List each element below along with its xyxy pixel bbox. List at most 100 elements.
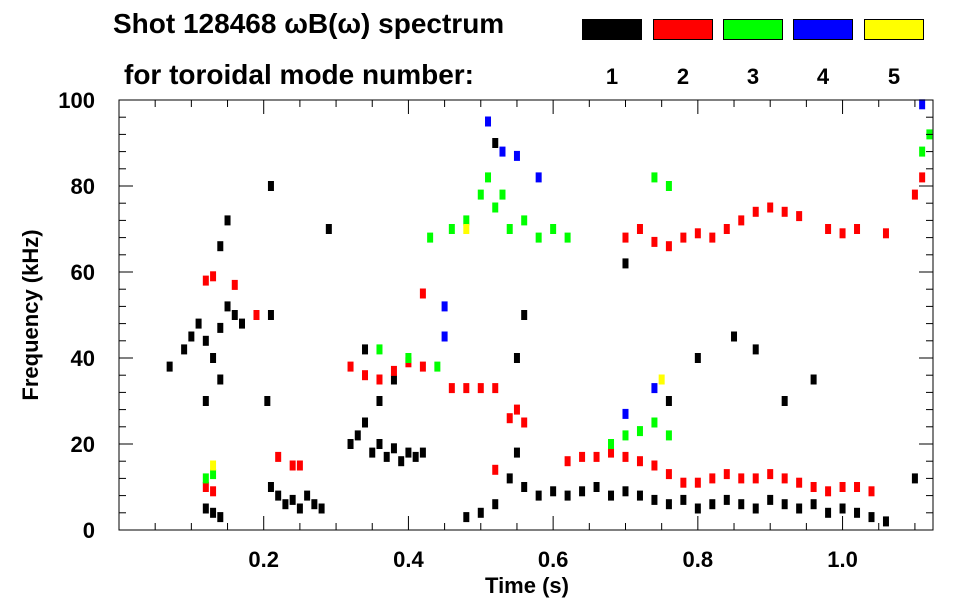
point-mode-2-48 (651, 236, 658, 247)
point-mode-5-2 (658, 374, 665, 385)
point-mode-2-38 (767, 469, 774, 480)
point-mode-4-5 (441, 301, 448, 312)
point-mode-1-58 (665, 499, 672, 510)
point-mode-2-60 (839, 228, 846, 239)
point-mode-1-64 (752, 503, 759, 514)
point-mode-2-4 (202, 482, 209, 492)
point-mode-2-18 (477, 383, 484, 394)
point-mode-1-30 (354, 430, 361, 441)
point-mode-1-25 (318, 503, 325, 514)
legend-label-mode-5: 5 (887, 64, 901, 89)
point-mode-1-31 (362, 417, 369, 428)
point-mode-3-9 (506, 224, 513, 234)
point-mode-2-8 (296, 460, 303, 471)
point-mode-3-0 (202, 473, 209, 484)
point-mode-3-14 (376, 344, 383, 355)
point-mode-1-71 (854, 507, 861, 518)
point-mode-2-23 (521, 417, 528, 428)
point-mode-1-46 (506, 473, 513, 484)
point-mode-2-21 (506, 413, 513, 424)
point-mode-5-1 (463, 224, 470, 234)
point-mode-4-2 (513, 150, 520, 161)
point-mode-3-11 (535, 232, 542, 243)
point-mode-2-19 (492, 383, 499, 394)
point-mode-4-0 (485, 116, 492, 127)
point-mode-1-61 (709, 499, 716, 510)
point-mode-3-6 (485, 172, 492, 183)
point-mode-2-53 (723, 224, 730, 234)
plot-frame (118, 99, 934, 531)
point-mode-4-8 (919, 99, 926, 110)
point-mode-2-17 (463, 383, 470, 394)
point-mode-1-81 (752, 344, 759, 355)
point-mode-1-72 (868, 512, 875, 523)
point-mode-1-16 (217, 512, 224, 523)
point-mode-2-58 (796, 211, 803, 222)
legend-swatch-mode-4 (793, 19, 853, 40)
legend-label-mode-1: 1 (605, 64, 619, 89)
series-mode-1 (166, 138, 918, 527)
point-mode-4-3 (535, 172, 542, 183)
legend-label-mode-3: 3 (746, 64, 760, 89)
point-mode-4-1 (499, 146, 506, 157)
point-mode-1-59 (680, 494, 687, 505)
series-mode-2 (202, 172, 926, 497)
point-mode-1-48 (521, 482, 528, 492)
point-mode-2-31 (665, 469, 672, 480)
point-mode-2-35 (723, 469, 730, 480)
point-mode-1-62 (723, 494, 730, 505)
point-mode-2-37 (752, 473, 759, 484)
point-mode-2-20 (492, 464, 499, 475)
point-mode-2-0 (202, 275, 209, 286)
point-mode-1-45 (492, 499, 499, 510)
point-mode-3-22 (651, 172, 658, 183)
point-mode-1-23 (304, 490, 311, 501)
point-mode-2-29 (636, 456, 643, 467)
point-mode-1-43 (463, 512, 470, 523)
point-mode-1-8 (231, 310, 238, 320)
point-mode-1-60 (694, 503, 701, 514)
point-mode-2-28 (622, 451, 629, 462)
point-mode-2-14 (419, 361, 426, 372)
chart-title-line-2: for toroidal mode number: (124, 59, 474, 90)
data-layer (166, 99, 933, 527)
point-mode-1-17 (264, 396, 271, 406)
point-mode-1-33 (376, 439, 383, 449)
x-axis-label: Time (s) (485, 573, 569, 598)
point-mode-3-5 (477, 189, 484, 200)
series-mode-3 (202, 129, 933, 484)
point-mode-1-83 (810, 374, 817, 385)
point-mode-2-56 (767, 202, 774, 213)
point-mode-2-57 (781, 206, 788, 217)
point-mode-2-64 (919, 172, 926, 183)
point-mode-2-6 (275, 451, 282, 462)
point-mode-2-40 (796, 477, 803, 488)
point-mode-1-79 (694, 353, 701, 363)
point-mode-2-49 (665, 241, 672, 252)
axis-layer: 0 20 40 60 80 100 0.2 0.4 0.6 0.8 1.0 (58, 88, 933, 572)
point-mode-3-20 (651, 417, 658, 428)
point-mode-2-24 (564, 456, 571, 467)
point-mode-1-27 (267, 181, 274, 191)
point-mode-1-42 (390, 374, 397, 385)
point-mode-2-51 (694, 228, 701, 239)
point-mode-1-69 (825, 507, 832, 518)
point-mode-2-46 (622, 232, 629, 243)
point-mode-2-61 (854, 224, 861, 234)
point-mode-1-34 (383, 451, 390, 462)
point-mode-1-82 (781, 396, 788, 406)
point-mode-1-70 (839, 503, 846, 514)
point-mode-1-65 (767, 494, 774, 505)
point-mode-2-54 (738, 215, 745, 226)
point-mode-1-38 (412, 451, 419, 462)
point-mode-3-4 (463, 215, 470, 226)
point-mode-1-80 (731, 331, 738, 342)
x-tick-label-0.4: 0.4 (393, 547, 424, 572)
point-mode-1-77 (622, 258, 629, 269)
point-mode-2-55 (752, 206, 759, 217)
point-mode-1-75 (521, 310, 528, 320)
point-mode-2-34 (709, 473, 716, 484)
point-mode-1-47 (513, 447, 520, 458)
point-mode-1-10 (202, 396, 209, 406)
point-mode-2-50 (680, 232, 687, 243)
